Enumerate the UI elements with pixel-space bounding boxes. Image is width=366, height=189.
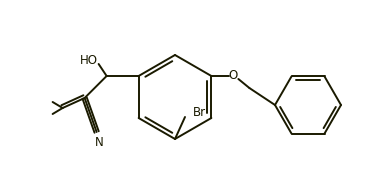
Text: N: N — [95, 136, 104, 149]
Text: HO: HO — [80, 53, 98, 67]
Text: Br: Br — [193, 105, 206, 119]
Text: O: O — [229, 70, 238, 83]
